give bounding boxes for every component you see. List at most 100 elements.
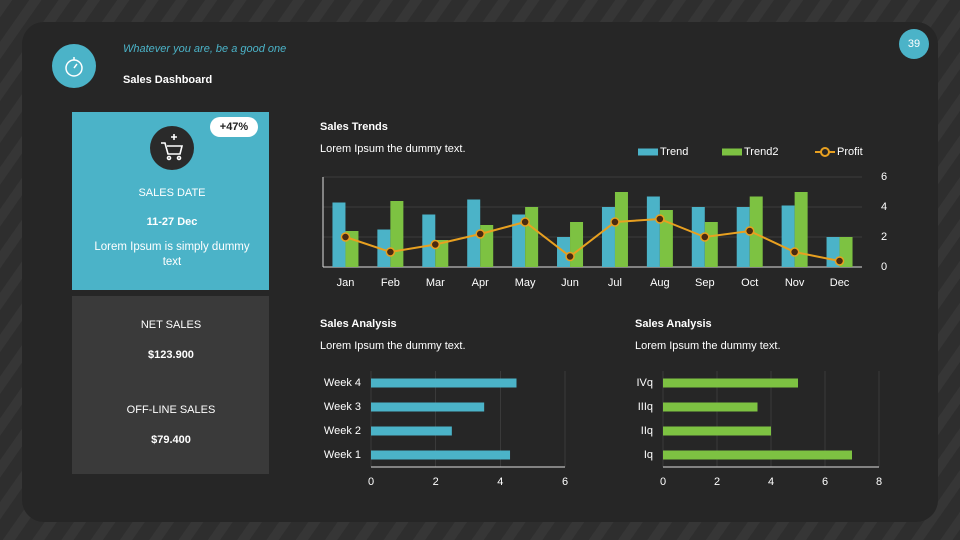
profit-point xyxy=(789,247,800,257)
y-tick-label: Week 2 xyxy=(324,425,361,437)
profit-point xyxy=(475,229,485,239)
legend-swatch xyxy=(638,148,658,156)
bar xyxy=(663,450,852,460)
y-tick-label: 6 xyxy=(881,171,887,183)
bar xyxy=(659,210,673,267)
bar xyxy=(663,402,758,412)
profit-point xyxy=(610,217,620,227)
x-tick-label: Mar xyxy=(426,277,445,289)
bar xyxy=(525,207,539,267)
bar xyxy=(781,205,795,267)
bar xyxy=(691,207,705,267)
bar xyxy=(794,192,808,267)
x-tick-label: 0 xyxy=(368,476,374,488)
profit-point xyxy=(565,251,575,262)
profit-point xyxy=(340,232,351,242)
profit-point xyxy=(655,214,665,224)
legend-label: Trend xyxy=(660,146,688,158)
chart-title: Sales Analysis xyxy=(635,318,712,330)
x-tick-label: 0 xyxy=(660,476,666,488)
cart-icon xyxy=(161,134,184,161)
bar xyxy=(371,378,517,388)
sales-card xyxy=(72,296,269,474)
x-tick-label: 4 xyxy=(497,476,503,488)
legend-label: Trend2 xyxy=(744,146,778,158)
x-tick-label: Dec xyxy=(830,277,850,289)
profit-line xyxy=(345,217,840,262)
profit-point xyxy=(430,239,441,250)
bar xyxy=(512,214,526,267)
x-tick-label: 2 xyxy=(433,476,439,488)
bar xyxy=(371,402,485,412)
badge-pill xyxy=(210,117,258,137)
x-tick-label: Jan xyxy=(337,277,355,289)
title: Sales Dashboard xyxy=(123,74,212,86)
stopwatch-icon xyxy=(65,57,83,77)
x-tick-label: 6 xyxy=(822,476,828,488)
bar xyxy=(736,207,750,267)
x-tick-label: Feb xyxy=(381,277,400,289)
bar xyxy=(371,450,511,460)
profit-point xyxy=(520,217,530,227)
legend-marker xyxy=(820,147,830,157)
profit-point xyxy=(834,256,845,266)
profit-point xyxy=(385,247,396,257)
chart-subtitle: Lorem Ipsum the dummy text. xyxy=(635,340,781,352)
legend-swatch xyxy=(722,148,742,156)
bar xyxy=(601,207,615,267)
bar xyxy=(390,201,404,267)
y-tick-label: 0 xyxy=(881,261,887,273)
bar xyxy=(467,199,481,267)
bar xyxy=(614,192,628,267)
icon-circle xyxy=(52,44,96,88)
bar xyxy=(377,229,391,267)
x-tick-label: May xyxy=(515,277,536,289)
y-tick-label: 2 xyxy=(881,231,887,243)
net-label: NET SALES xyxy=(141,319,201,331)
bar xyxy=(749,196,763,267)
badge: +47% xyxy=(220,121,249,133)
x-tick-label: Nov xyxy=(785,277,805,289)
y-tick-label: IIq xyxy=(641,425,653,437)
bar xyxy=(663,378,798,388)
x-tick-label: 8 xyxy=(876,476,882,488)
y-tick-label: Week 3 xyxy=(324,401,361,413)
legend-label: Profit xyxy=(837,146,863,158)
bar xyxy=(371,426,452,436)
x-tick-label: 2 xyxy=(714,476,720,488)
offline-label: OFF-LINE SALES xyxy=(127,404,216,416)
x-tick-label: Oct xyxy=(741,277,758,289)
page-number: 39 xyxy=(908,38,920,50)
cart-circle xyxy=(150,126,194,170)
bar xyxy=(704,222,718,267)
bar xyxy=(663,426,771,436)
net-value: $123.900 xyxy=(148,349,194,361)
x-tick-label: Jul xyxy=(608,277,622,289)
x-tick-label: Aug xyxy=(650,277,670,289)
y-tick-label: Week 1 xyxy=(324,449,361,461)
chart-subtitle: Lorem Ipsum the dummy text. xyxy=(320,340,466,352)
x-tick-label: Jun xyxy=(561,277,579,289)
y-tick-label: Iq xyxy=(644,449,653,461)
bar xyxy=(422,214,436,267)
subtitle: Whatever you are, be a good one xyxy=(123,43,286,55)
profit-point xyxy=(744,226,755,236)
bar xyxy=(332,202,346,267)
chart-title: Sales Trends xyxy=(320,121,388,133)
x-tick-label: Sep xyxy=(695,277,715,289)
x-tick-label: 4 xyxy=(768,476,774,488)
bar xyxy=(646,196,660,267)
chart-subtitle: Lorem Ipsum the dummy text. xyxy=(320,143,466,155)
y-tick-label: Week 4 xyxy=(324,377,361,389)
date-note: Lorem Ipsum is simply dummy text xyxy=(94,241,250,268)
page-badge xyxy=(899,29,929,59)
y-tick-label: IVq xyxy=(636,377,653,389)
offline-value: $79.400 xyxy=(151,434,191,446)
x-tick-label: Apr xyxy=(472,277,489,289)
y-tick-label: IIIq xyxy=(638,401,653,413)
date-value: 11-27 Dec xyxy=(147,216,198,228)
chart-title: Sales Analysis xyxy=(320,318,397,330)
date-label: SALES DATE xyxy=(138,187,205,199)
